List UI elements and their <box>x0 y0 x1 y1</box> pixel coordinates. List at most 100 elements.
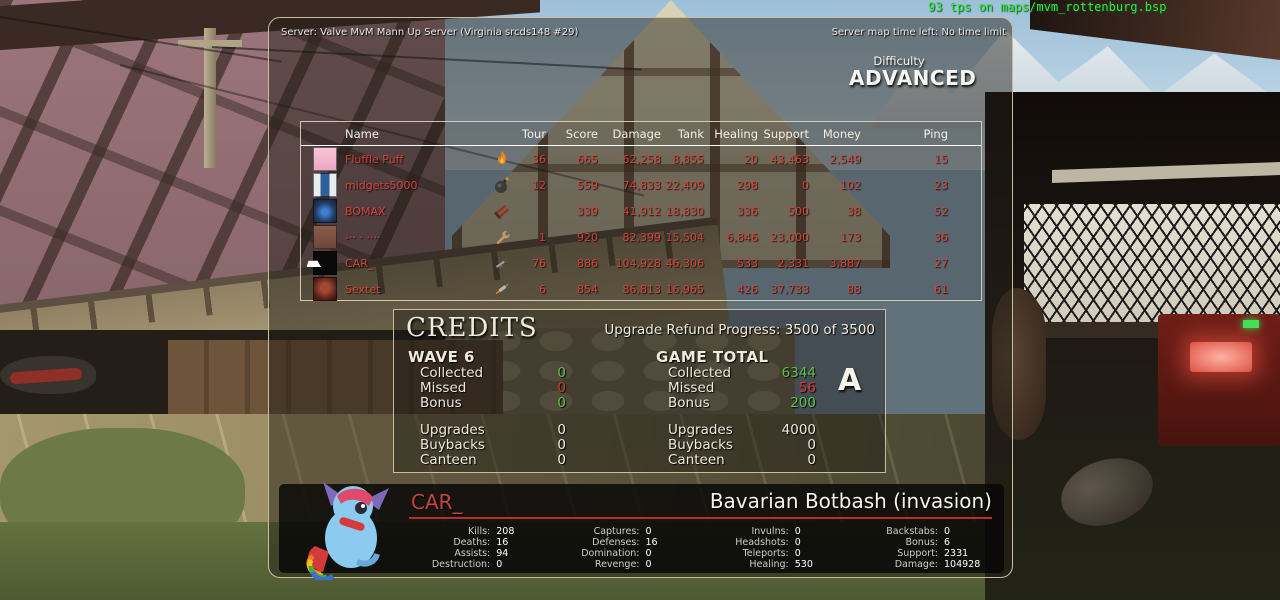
healing-value: 336 <box>737 204 758 218</box>
stat-label: Collected <box>420 365 484 381</box>
avatar[interactable] <box>313 225 337 249</box>
stat-line: Defenses: 16 <box>556 537 697 548</box>
avatar[interactable] <box>313 199 337 223</box>
table-row[interactable]: Sextet 6 854 86,813 16,965 426 37,733 88… <box>301 276 981 302</box>
stat-value: 530 <box>794 559 813 570</box>
tank-value: 15,504 <box>665 230 705 244</box>
stat-line: Invulns: 0 <box>706 526 847 537</box>
tour-value: 6 <box>539 282 546 296</box>
stat-line: Revenge: 0 <box>556 559 697 570</box>
stat-value: 6344 <box>781 365 816 381</box>
player-name-cell: midgets5000 <box>301 173 461 197</box>
stat-label: Support: <box>897 548 938 559</box>
damage-value: 82,399 <box>622 230 662 244</box>
divider-rule <box>409 517 992 519</box>
syringe-icon <box>493 280 511 298</box>
stat-label: Assists: <box>454 548 491 559</box>
table-header-row: Name Tour Score Damage Tank Healing Supp… <box>301 122 981 146</box>
table-row[interactable]: -·· · ···· 1 920 82,399 15,504 6,846 23,… <box>301 224 981 250</box>
scattergun-icon <box>493 254 511 272</box>
stat-label: Teleports: <box>742 548 789 559</box>
wave-section-title: WAVE 6 <box>408 348 475 366</box>
stat-label: Buybacks <box>420 437 485 453</box>
upgrade-refund-progress: Upgrade Refund Progress: 3500 of 3500 <box>604 322 875 338</box>
player-name: midgets5000 <box>345 178 418 192</box>
stat-label: Revenge: <box>594 559 640 570</box>
player-name-cell: BOMAX <box>301 199 461 223</box>
stat-label: Missed <box>420 380 467 396</box>
stat-value: 0 <box>557 452 566 468</box>
stat-value: 0 <box>645 526 652 537</box>
score-value: 665 <box>577 152 598 166</box>
ping-value: 61 <box>934 282 948 296</box>
column-header-score: Score <box>565 126 598 141</box>
stat-line: Destruction: 0 <box>407 559 548 570</box>
stat-label: Bonus <box>420 395 462 411</box>
damage-value: 86,813 <box>622 282 662 296</box>
tour-value: 12 <box>532 178 546 192</box>
money-value: 3,887 <box>829 256 862 270</box>
money-value: 38 <box>847 204 861 218</box>
table-row[interactable]: midgets5000 12 559 74,833 22,409 298 0 1… <box>301 172 981 198</box>
stat-value: 0 <box>557 422 566 438</box>
support-value: 0 <box>802 178 809 192</box>
healing-value: 426 <box>737 282 758 296</box>
player-avatar-image <box>293 476 409 580</box>
stat-label: Deaths: <box>453 537 491 548</box>
stat-label: Healing: <box>749 559 789 570</box>
stat-line: Assists: 94 <box>407 548 548 559</box>
player-name: BOMAX <box>345 204 386 218</box>
stat-line: Domination: 0 <box>556 548 697 559</box>
game-missed-row: Missed 56 <box>668 380 816 396</box>
stat-value: 6 <box>944 537 951 548</box>
game-total-section-title: GAME TOTAL <box>656 348 769 366</box>
player-name-cell: Fluffle Puff <box>301 147 461 171</box>
tour-value: 36 <box>532 152 546 166</box>
stat-value: 0 <box>794 537 801 548</box>
stat-value: 0 <box>807 437 816 453</box>
money-value: 173 <box>840 230 861 244</box>
stat-value: 0 <box>944 526 951 537</box>
column-header-money: Money <box>822 126 861 141</box>
column-header-tank: Tank <box>677 126 704 141</box>
player-name: Fluffle Puff <box>345 152 404 166</box>
game-upgrades-row: Upgrades 4000 <box>668 422 816 438</box>
avatar[interactable] <box>313 173 337 197</box>
telephone-pole <box>204 28 216 168</box>
tank-value: 8,855 <box>672 152 705 166</box>
avatar[interactable] <box>313 147 337 171</box>
stat-label: Canteen <box>420 452 477 468</box>
credits-panel: CREDITS Upgrade Refund Progress: 3500 of… <box>393 309 886 473</box>
stat-label: Domination: <box>581 548 640 559</box>
upgrade-station-light <box>1243 320 1259 328</box>
stat-label: Damage: <box>894 559 938 570</box>
difficulty-label: Difficulty <box>873 54 925 68</box>
stat-value: 4000 <box>781 422 816 438</box>
player-name-cell: Sextet <box>301 277 461 301</box>
game-collected-row: Collected 6344 <box>668 365 816 381</box>
stat-value: 208 <box>496 526 515 537</box>
avatar[interactable] <box>313 277 337 301</box>
money-value: 88 <box>847 282 861 296</box>
wrench-icon <box>493 228 511 246</box>
wave-upgrades-row: Upgrades 0 <box>420 422 566 438</box>
personal-stats-panel: CAR_ Bavarian Botbash (invasion) Kills: 2… <box>279 482 1004 580</box>
avatar[interactable] <box>313 251 337 275</box>
damage-value: 104,928 <box>615 256 662 270</box>
stat-line: Kills: 208 <box>407 526 548 537</box>
table-row[interactable]: Fluffle Puff 36 665 62,258 8,855 20 43,4… <box>301 146 981 172</box>
damage-value: 62,258 <box>622 152 662 166</box>
table-row[interactable]: CAR_ 76 886 104,928 46,306 533 2,331 3,8… <box>301 250 981 276</box>
stat-value: 2331 <box>944 548 969 559</box>
stat-value: 94 <box>496 548 509 559</box>
table-row[interactable]: BOMAX 339 41,912 18,830 336 500 38 52 <box>301 198 981 224</box>
score-value: 339 <box>577 204 598 218</box>
wave-buybacks-row: Buybacks 0 <box>420 437 566 453</box>
stat-line: Bonus: 6 <box>855 537 996 548</box>
player-name: -·· · ···· <box>345 230 381 244</box>
score-value: 559 <box>577 178 598 192</box>
healing-value: 20 <box>744 152 758 166</box>
local-player-name: CAR_ <box>411 490 463 514</box>
column-header-support: Support <box>763 126 809 141</box>
stat-value: 0 <box>557 395 566 411</box>
